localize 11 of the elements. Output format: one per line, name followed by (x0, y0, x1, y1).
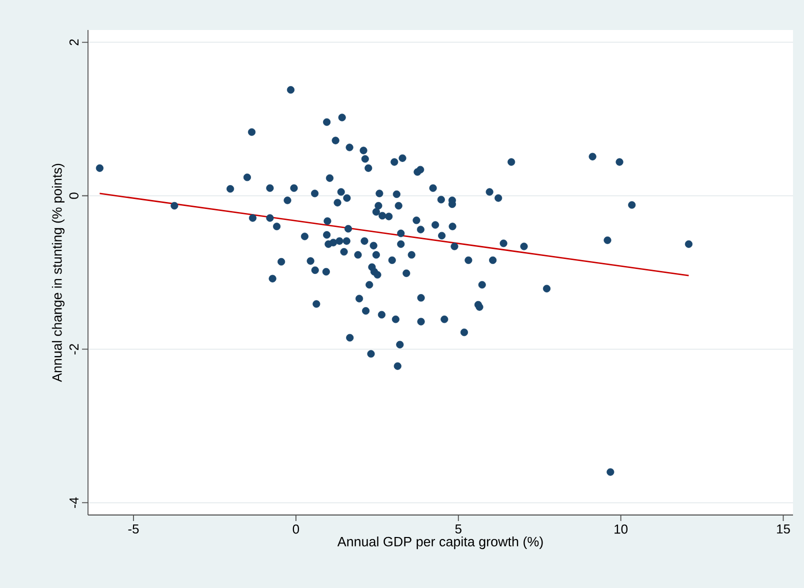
x-tick-label: 5 (455, 524, 462, 534)
x-axis-title: Annual GDP per capita growth (%) (337, 536, 543, 550)
x-tick-label: 10 (614, 524, 628, 534)
x-tick-label: 15 (777, 524, 790, 534)
y-tick-label: -2 (69, 344, 78, 354)
x-tick-label: 0 (292, 524, 300, 534)
y-axis-title: Annual change in stunting (% points) (52, 164, 64, 382)
y-tick-label: -4 (70, 497, 78, 508)
x-tick-label: -5 (128, 524, 139, 534)
y-tick-label: 0 (69, 192, 78, 199)
y-tick-label: 2 (69, 39, 78, 46)
